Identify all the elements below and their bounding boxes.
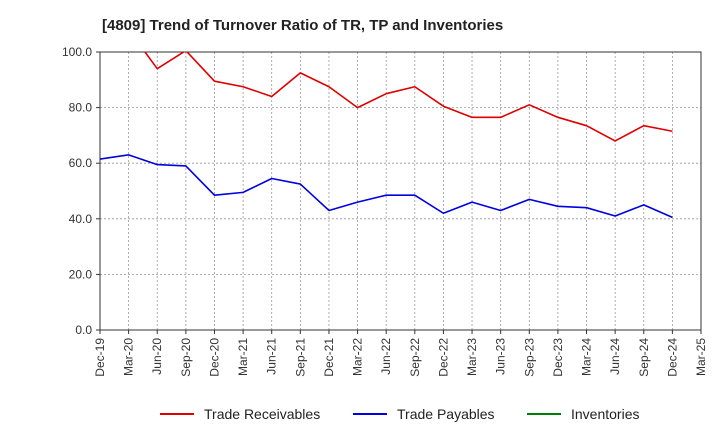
- y-tick-label: 0.0: [75, 323, 92, 337]
- y-tick-label: 60.0: [69, 156, 93, 170]
- y-tick-label: 40.0: [69, 212, 93, 226]
- legend-label-inventories: Inventories: [571, 406, 639, 422]
- x-tick-label: Mar-23: [465, 338, 479, 376]
- y-tick-label: 100.0: [62, 45, 92, 59]
- y-tick-label: 20.0: [69, 267, 93, 281]
- y-tick-label: 80.0: [69, 101, 93, 115]
- chart-title: [4809] Trend of Turnover Ratio of TR, TP…: [102, 17, 503, 34]
- x-tick-label: Mar-22: [351, 338, 365, 376]
- series-line-trade-payables: [100, 154, 673, 219]
- x-tick-label: Dec-22: [436, 338, 450, 377]
- x-tick-label: Mar-25: [694, 338, 708, 376]
- x-tick-label: Sep-24: [637, 338, 651, 377]
- x-axis: Dec-19 Mar-20 Jun-20 Sep-20 Dec-20 Mar-21 Jun-…: [93, 330, 708, 377]
- x-tick-label: Dec-23: [551, 338, 565, 377]
- x-tick-label: Jun-22: [379, 338, 393, 375]
- x-tick-label: Jun-24: [608, 338, 622, 375]
- legend: Trade Receivables Trade Payables Inventori…: [160, 406, 639, 422]
- legend-label-trade-receivables: Trade Receivables: [204, 406, 320, 422]
- x-tick-label: Jun-23: [494, 338, 508, 375]
- x-tick-label: Mar-24: [580, 338, 594, 376]
- x-tick-label: Mar-20: [122, 338, 136, 376]
- x-tick-label: Sep-22: [408, 338, 422, 377]
- y-axis: 0.0 20.0 40.0 60.0 80.0 100.0: [62, 45, 100, 337]
- x-tick-label: Sep-21: [293, 338, 307, 377]
- x-tick-label: Sep-23: [522, 338, 536, 377]
- plot-area: [99, 51, 702, 331]
- x-tick-label: Mar-21: [236, 338, 250, 376]
- x-tick-label: Dec-19: [93, 338, 107, 377]
- x-tick-label: Dec-20: [207, 338, 221, 377]
- x-tick-label: Dec-24: [665, 338, 679, 377]
- x-tick-label: Sep-20: [179, 338, 193, 377]
- x-tick-label: Jun-21: [265, 338, 279, 375]
- legend-label-trade-payables: Trade Payables: [397, 406, 495, 422]
- plot-frame: [99, 51, 702, 331]
- x-tick-label: Dec-21: [322, 338, 336, 377]
- series-line-trade-receivables: [143, 52, 673, 142]
- x-tick-label: Jun-20: [150, 338, 164, 375]
- grid: [100, 52, 701, 330]
